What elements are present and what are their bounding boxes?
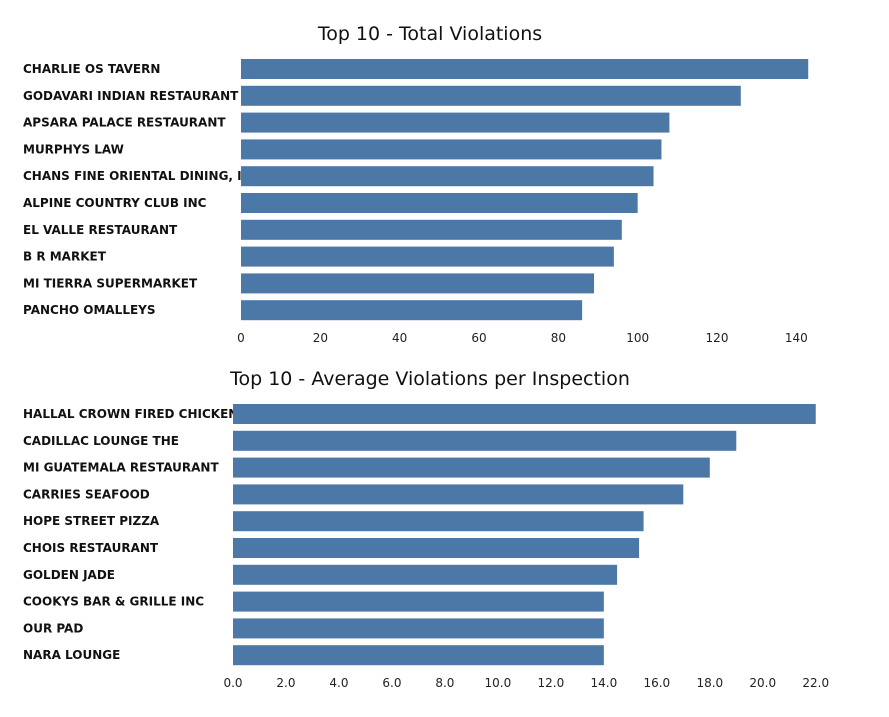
x-tick-label: 140 [785, 331, 808, 345]
bar [241, 246, 614, 267]
bar [241, 273, 595, 294]
bar [241, 112, 670, 133]
category-label: CHOIS RESTAURANT [23, 541, 159, 555]
x-tick-label: 0 [237, 331, 245, 345]
category-label: HALLAL CROWN FIRED CHICKEN [23, 407, 238, 421]
category-label: MI TIERRA SUPERMARKET [23, 276, 198, 290]
x-tick-label: 4.0 [329, 676, 348, 690]
bar [241, 59, 809, 79]
bar [233, 511, 644, 532]
x-tick-label: 60 [471, 331, 486, 345]
x-tick-label: 100 [626, 331, 649, 345]
category-label: PANCHO OMALLEYS [23, 303, 156, 317]
category-label: GODAVARI INDIAN RESTAURANT [23, 89, 239, 103]
bar [233, 618, 604, 639]
category-label: HOPE STREET PIZZA [23, 514, 160, 528]
bar [233, 404, 816, 424]
category-label: CARRIES SEAFOOD [23, 487, 150, 501]
x-tick-label: 16.0 [643, 676, 670, 690]
bar [233, 430, 737, 451]
category-label: COOKYS BAR & GRILLE INC [23, 595, 204, 609]
bar [241, 219, 622, 240]
x-tick-label: 2.0 [276, 676, 295, 690]
x-tick-label: 120 [706, 331, 729, 345]
category-label: CHANS FINE ORIENTAL DINING, INC [23, 169, 261, 183]
bar [241, 139, 662, 160]
category-label: EL VALLE RESTAURANT [23, 223, 178, 237]
x-tick-label: 6.0 [382, 676, 401, 690]
bar [233, 457, 710, 478]
x-tick-label: 8.0 [435, 676, 454, 690]
bar [233, 645, 604, 666]
x-tick-label: 20 [313, 331, 328, 345]
category-label: GOLDEN JADE [23, 568, 115, 582]
category-label: CADILLAC LOUNGE THE [23, 434, 179, 448]
x-tick-label: 0.0 [223, 676, 242, 690]
chart-title: Top 10 - Total Violations [317, 23, 542, 45]
bar [233, 484, 684, 505]
x-tick-label: 22.0 [802, 676, 829, 690]
x-tick-label: 10.0 [485, 676, 512, 690]
bar [233, 538, 640, 558]
chart-title: Top 10 - Average Violations per Inspecti… [229, 368, 630, 390]
x-tick-label: 20.0 [749, 676, 776, 690]
x-tick-label: 80 [551, 331, 566, 345]
category-label: OUR PAD [23, 621, 83, 635]
category-label: MI GUATEMALA RESTAURANT [23, 461, 219, 475]
bar [241, 166, 654, 187]
bar [233, 591, 604, 612]
x-tick-label: 40 [392, 331, 407, 345]
bar [241, 193, 638, 213]
x-tick-label: 18.0 [696, 676, 723, 690]
category-label: ALPINE COUNTRY CLUB INC [23, 196, 207, 210]
bar [241, 85, 741, 106]
category-label: NARA LOUNGE [23, 648, 120, 662]
category-label: APSARA PALACE RESTAURANT [23, 116, 226, 130]
category-label: B R MARKET [23, 250, 107, 264]
bar [241, 300, 583, 321]
x-tick-label: 12.0 [538, 676, 565, 690]
bar [233, 564, 618, 585]
category-label: MURPHYS LAW [23, 142, 124, 156]
x-tick-label: 14.0 [590, 676, 617, 690]
category-label: CHARLIE OS TAVERN [23, 62, 160, 76]
